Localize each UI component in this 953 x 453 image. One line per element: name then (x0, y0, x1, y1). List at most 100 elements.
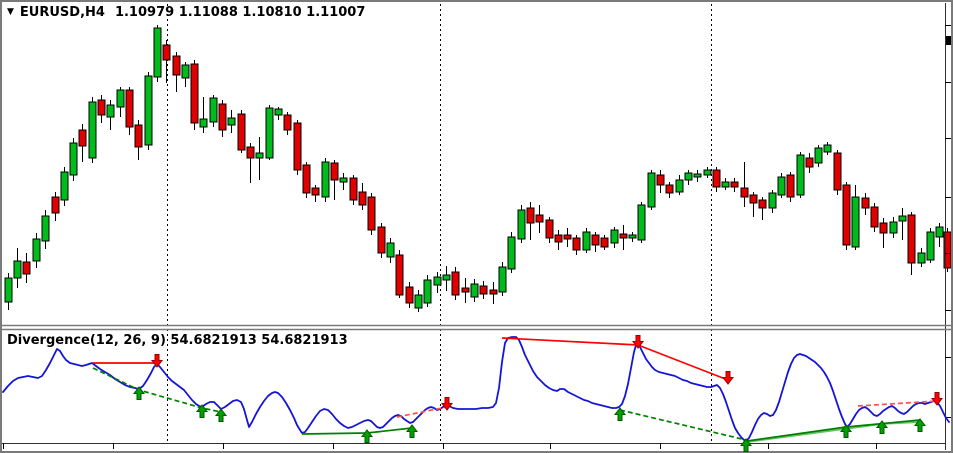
bull-candle (917, 252, 926, 264)
bull-candle (69, 142, 78, 176)
bull-candle (647, 172, 656, 208)
bullish-divergence-arrow-icon (132, 386, 146, 400)
bear-candle (833, 152, 842, 191)
bull-candle (768, 192, 777, 209)
bear-candle (125, 89, 134, 128)
bull-candle (517, 209, 526, 240)
bear-candle (218, 103, 227, 131)
bullish-divergence-arrow-icon (739, 438, 753, 452)
bull-candle (433, 276, 442, 286)
bullish-divergence-arrow-icon (360, 429, 374, 443)
bear-candle (758, 199, 767, 209)
bull-candle (442, 274, 451, 281)
bear-candle (712, 169, 721, 188)
bullish-divergence-arrow-icon (913, 418, 927, 432)
ohlc-quote-values: 1.10979 1.11088 1.10810 1.11007 (114, 5, 366, 20)
quote-bar: ▼ EURUSD,H4 1.10979 1.11088 1.10810 1.1100… (7, 5, 365, 20)
bear-candle (395, 254, 404, 296)
macd-line (2, 336, 950, 442)
bear-candle (842, 184, 851, 246)
bear-candle (591, 234, 600, 246)
bear-candle (526, 207, 535, 224)
bear-candle (134, 124, 143, 148)
divergence-dashed-line (92, 367, 222, 413)
bearish-divergence-arrow-icon (150, 354, 164, 368)
bear-candle (190, 63, 199, 124)
bull-candle (13, 260, 22, 279)
bull-candle (106, 104, 115, 118)
bull-candle (889, 221, 898, 234)
bull-candle (199, 118, 208, 128)
bear-candle (330, 162, 339, 181)
bear-candle (563, 234, 572, 240)
bull-candle (582, 231, 591, 251)
candles-group (4, 25, 952, 312)
bull-candle (41, 215, 50, 242)
bull-candle (88, 101, 97, 159)
bull-candle (693, 173, 702, 178)
bearish-divergence-arrow-icon (930, 392, 944, 406)
bull-candle (926, 231, 935, 261)
bull-candle (796, 154, 805, 196)
bear-candle (283, 114, 292, 131)
bull-candle (507, 236, 516, 270)
bear-candle (489, 289, 498, 295)
bear-candle (293, 122, 302, 171)
bull-candle (153, 27, 162, 78)
bear-candle (805, 157, 814, 168)
bull-candle (209, 97, 218, 123)
bull-candle (721, 181, 730, 188)
bear-candle (907, 214, 916, 264)
bear-candle (730, 181, 739, 188)
bear-candle (740, 187, 749, 198)
bear-candle (237, 113, 246, 151)
bull-candle (684, 172, 693, 181)
bull-candle (823, 144, 832, 153)
bull-candle (60, 171, 69, 201)
bull-candle (423, 279, 432, 304)
bull-candle (255, 152, 264, 159)
bear-candle (97, 99, 106, 116)
bear-candle (302, 164, 311, 194)
bull-candle (637, 204, 646, 241)
bull-candle (851, 196, 860, 248)
bullish-divergence-arrow-icon (613, 407, 627, 421)
bull-candle (227, 117, 236, 126)
symbol-dropdown-icon[interactable]: ▼ (7, 7, 14, 17)
bear-candle (451, 271, 460, 296)
indicator-label: Divergence(12, 26, 9) 54.6821913 54.6821… (7, 333, 348, 348)
bull-candle (777, 176, 786, 196)
price-marker (946, 36, 953, 45)
divergence-dashed-line (857, 400, 938, 407)
bearish-divergence-arrow-icon (440, 397, 454, 411)
bull-candle (498, 266, 507, 293)
bear-candle (786, 174, 795, 198)
bullish-divergence-arrow-icon (839, 424, 853, 438)
bull-candle (703, 169, 712, 176)
bull-candle (470, 283, 479, 298)
bull-candle (321, 161, 330, 198)
bullish-divergence-arrow-icon (214, 408, 228, 422)
bull-candle (898, 215, 907, 222)
bullish-divergence-arrow-icon (405, 424, 419, 438)
divergence-arrows (132, 335, 944, 452)
bear-candle (545, 219, 554, 239)
bear-candle (554, 234, 563, 243)
bear-candle (656, 174, 665, 186)
session-vlines (167, 4, 712, 443)
bear-candle (600, 237, 609, 248)
bull-candle (628, 234, 637, 239)
bull-candle (935, 226, 944, 238)
bull-candle (610, 229, 619, 244)
bear-candle (367, 196, 376, 231)
bull-candle (116, 89, 125, 108)
bear-candle (377, 226, 386, 254)
bear-candle (879, 222, 888, 234)
bear-candle (665, 184, 674, 194)
bear-candle (461, 287, 470, 293)
symbol-timeframe-label: EURUSD,H4 (19, 5, 105, 20)
